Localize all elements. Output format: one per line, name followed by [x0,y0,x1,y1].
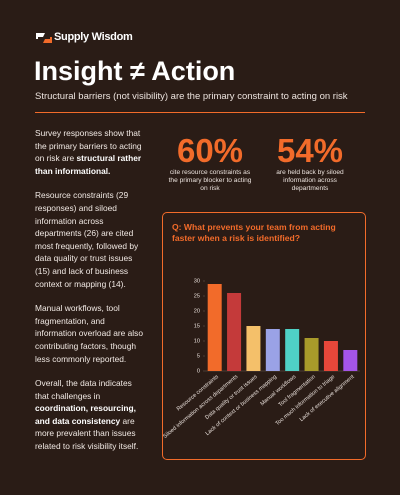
stat-caption: are held back by siloed information acro… [276,169,344,192]
body-text: Survey responses show that the primary b… [35,127,147,465]
stat-value: 60% [176,132,244,169]
bar [304,338,319,371]
paragraph: Manual workflows, tool fragmentation, an… [35,302,147,365]
y-tick-label: 0 [197,368,200,374]
chart-box [162,212,366,460]
stat: 60% cite resource constraints as the prim… [165,133,255,193]
y-tick-label: 25 [194,293,200,299]
text-run: structural rather than informational. [35,153,142,176]
y-tick-label: 5 [197,353,200,359]
text-run: Resource constraints (29 responses) and … [35,190,139,289]
stat-caption: cite resource constraints as the primary… [168,169,252,192]
y-tick-label: 10 [194,338,200,344]
brand: Supply Wisdom [54,31,133,43]
y-tick-label: 20 [194,308,200,314]
subtitle: Structural barriers (not visibility) are… [35,91,348,102]
chart-title: Q: What prevents your team from acting f… [172,222,336,243]
text-run: Manual workflows, tool fragmentation, an… [35,303,144,364]
stat-value: 54% [276,132,344,169]
bar [323,341,338,371]
bar [227,293,242,371]
bar [246,326,261,371]
title: Insight ≠ Action [34,56,236,86]
bar [285,329,300,371]
text-run: Overall, the data indicates that challen… [35,378,132,401]
x-tick-label: Lack of context or business mapping [205,374,278,437]
stat: 54% are held back by siloed information a… [265,133,355,193]
text-run: Survey responses show that the primary b… [35,128,142,164]
divider [35,112,365,113]
bar [265,329,280,371]
paragraph: Overall, the data indicates that challen… [35,377,147,453]
bar [207,284,222,371]
bar [343,350,358,371]
logo-icon [36,33,52,43]
paragraph: Resource constraints (29 responses) and … [35,189,147,290]
text-run: are more prevalent than issues related t… [35,415,139,452]
paragraph: Survey responses show that the primary b… [35,127,147,177]
text-run: coordination, resourcing, and data consi… [35,403,136,426]
x-tick-label: Siloed information across departments [162,374,239,440]
y-tick-label: 15 [194,323,200,329]
y-tick-label: 30 [194,278,200,284]
